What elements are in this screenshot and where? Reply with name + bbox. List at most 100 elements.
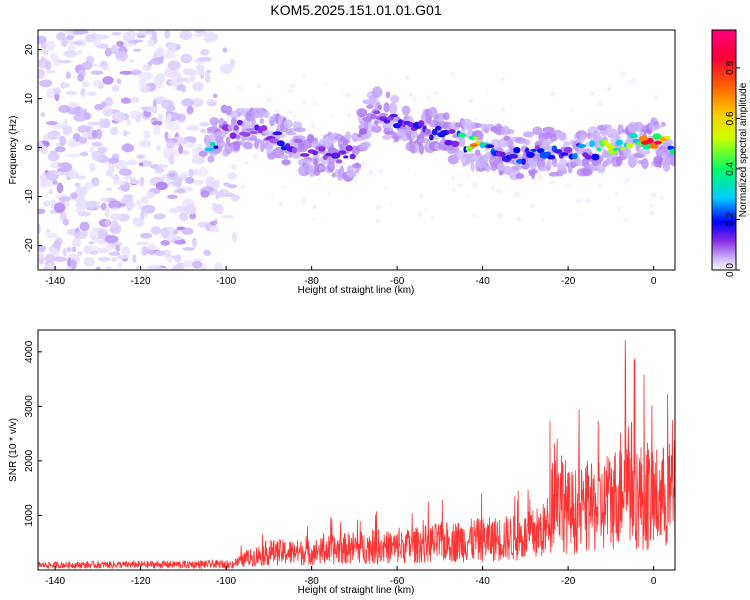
noise-dot: [424, 208, 428, 212]
noise-dot: [672, 142, 675, 146]
signal-core: [242, 132, 251, 137]
signal-halo: [217, 142, 227, 147]
signal-core: [563, 146, 573, 153]
signal-halo: [390, 95, 400, 104]
noise-blob: [135, 199, 143, 206]
noise-blob: [193, 168, 199, 176]
noise-dot: [312, 204, 317, 210]
signal-core: [338, 150, 347, 155]
colorbar-tick-label: 0.8: [725, 61, 736, 75]
signal-halo: [418, 143, 425, 155]
noise-dot: [413, 173, 417, 176]
signal-core: [546, 154, 556, 160]
noise-blob: [180, 53, 193, 64]
noise-blob: [91, 234, 97, 241]
noise-blob: [147, 264, 162, 270]
signal-core: [298, 142, 305, 147]
noise-blob: [147, 249, 156, 255]
spectrogram-x-tick-label: -60: [390, 276, 405, 287]
noise-blob: [102, 107, 114, 117]
noise-dot: [430, 216, 435, 221]
noise-dot: [541, 218, 544, 221]
noise-blob: [108, 228, 119, 233]
noise-blob: [71, 237, 82, 248]
signal-core: [465, 145, 473, 152]
noise-blob: [111, 207, 120, 211]
noise-blob: [53, 240, 62, 249]
noise-blob: [65, 35, 74, 40]
signal-core: [272, 131, 283, 136]
signal-core: [343, 155, 349, 159]
noise-dot: [457, 183, 462, 187]
signal-peak: [653, 140, 662, 145]
noise-blob: [219, 63, 233, 74]
signal-peak: [641, 140, 650, 145]
signal-core: [628, 132, 638, 139]
noise-dot: [256, 83, 262, 89]
colorbar-tick-label: 0.2: [725, 212, 736, 226]
signal-halo: [496, 163, 506, 171]
signal-halo: [250, 117, 257, 128]
noise-blob: [197, 167, 209, 177]
signal-core: [369, 113, 377, 120]
snr-y-tick-label: 2000: [24, 449, 35, 472]
noise-blob: [178, 144, 184, 154]
noise-dot: [264, 149, 267, 152]
noise-blob: [91, 38, 102, 47]
noise-blob: [183, 259, 195, 268]
noise-dot: [301, 198, 307, 204]
noise-blob: [81, 132, 89, 139]
noise-dot: [590, 90, 596, 96]
noise-dot: [312, 101, 317, 106]
noise-dot: [244, 183, 247, 186]
noise-blob: [138, 78, 147, 89]
snr-x-ticks: -140 -120 -100 -80 -60 -40 -20 0: [45, 566, 657, 587]
noise-blob: [191, 150, 197, 158]
spectrogram-x-tick-label: 0: [651, 276, 657, 287]
signal-halo: [347, 165, 355, 172]
noise-dot: [516, 216, 522, 222]
snr-x-tick-label: -120: [131, 576, 151, 587]
noise-blob: [197, 143, 203, 152]
signal-core: [577, 143, 587, 148]
noise-blob: [211, 203, 218, 212]
signal-core: [229, 132, 237, 140]
noise-blob: [117, 261, 123, 269]
noise-blob: [116, 78, 122, 85]
noise-blob: [128, 58, 135, 64]
noise-blob: [78, 30, 89, 35]
noise-blob: [73, 231, 88, 240]
noise-blob: [174, 239, 187, 245]
noise-dot: [653, 94, 659, 100]
noise-blob: [74, 182, 81, 188]
noise-dot: [500, 76, 505, 81]
signal-core: [209, 141, 216, 147]
noise-blob: [155, 47, 165, 58]
noise-blob: [78, 136, 88, 144]
noise-dot: [536, 174, 543, 181]
noise-blob: [38, 208, 46, 215]
noise-blob: [89, 63, 101, 67]
signal-core: [366, 104, 374, 109]
signal-core: [620, 146, 626, 151]
noise-blob: [75, 206, 85, 214]
signal-core: [245, 128, 255, 132]
noise-blob: [104, 235, 119, 244]
signal-halo: [301, 159, 313, 164]
noise-blob: [136, 154, 146, 159]
signal-core: [572, 152, 578, 160]
noise-blob: [191, 237, 198, 248]
noise-blob: [141, 195, 149, 205]
signal-halo: [222, 106, 232, 111]
snr-x-tick-label: 0: [651, 576, 657, 587]
noise-blob: [167, 61, 178, 69]
noise-blob: [80, 87, 86, 98]
noise-dot: [288, 88, 293, 94]
noise-dot: [391, 141, 395, 145]
noise-blob: [204, 72, 211, 84]
snr-y-tick-label: 3000: [24, 395, 35, 418]
noise-blob: [227, 172, 237, 180]
signal-core: [300, 153, 310, 157]
noise-blob: [43, 200, 51, 207]
noise-blob: [139, 176, 145, 187]
